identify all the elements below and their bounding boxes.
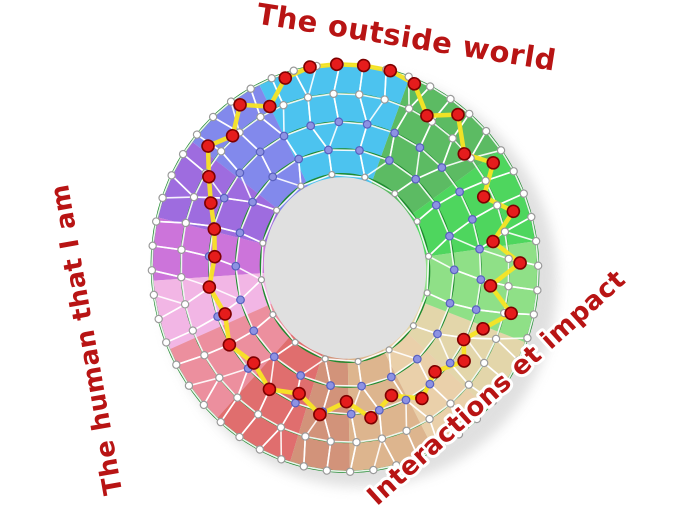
sector-pale-pink bbox=[152, 273, 272, 350]
label-human-that-i-am: The human that I am bbox=[45, 182, 129, 497]
mesh-edges bbox=[151, 63, 539, 473]
red-route-nodes bbox=[201, 57, 527, 425]
sector-mid-green bbox=[371, 77, 501, 216]
sector-purple bbox=[157, 141, 281, 245]
sector-rose bbox=[169, 303, 292, 419]
node-rings bbox=[147, 60, 543, 476]
sector-light-tan bbox=[383, 330, 488, 451]
label-outside-world: The outside world bbox=[254, 0, 558, 78]
sector-salmon-red bbox=[216, 334, 323, 463]
wheel-group bbox=[147, 57, 558, 488]
